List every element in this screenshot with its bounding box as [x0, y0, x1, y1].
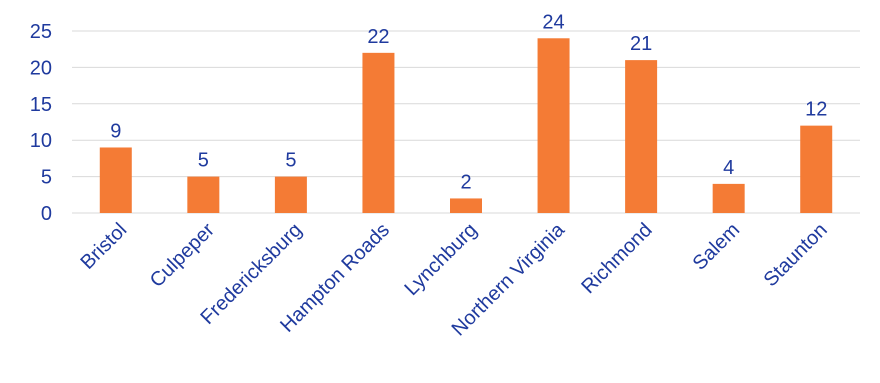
data-label-richmond: 21 [630, 33, 652, 55]
data-label-culpeper: 5 [198, 150, 209, 172]
y-tick-label-20: 20 [30, 57, 52, 79]
data-label-staunton: 12 [805, 99, 827, 121]
y-tick-label-25: 25 [30, 21, 52, 43]
y-tick-label-10: 10 [30, 130, 52, 152]
x-tick-label-richmond: Richmond [577, 219, 656, 298]
bar-richmond [625, 60, 658, 214]
x-tick-label-salem: Salem [689, 219, 745, 275]
x-tick-label-lynchburg: Lynchburg [400, 219, 481, 300]
y-tick-label-15: 15 [30, 94, 52, 116]
bar-hampton-roads [362, 52, 395, 214]
bar-staunton [800, 125, 833, 213]
bar-northern-virginia [537, 38, 570, 213]
y-tick-label-5: 5 [41, 167, 52, 189]
data-label-salem: 4 [723, 157, 734, 179]
bar-lynchburg [450, 198, 482, 213]
x-tick-label-culpeper: Culpeper [146, 219, 219, 292]
data-label-lynchburg: 2 [460, 171, 471, 193]
x-tick-label-staunton: Staunton [760, 219, 832, 291]
data-label-northern-virginia: 24 [542, 11, 564, 33]
bar-culpeper [187, 176, 220, 213]
bar-salem [712, 183, 745, 213]
data-label-hampton-roads: 22 [367, 26, 389, 48]
data-label-bristol: 9 [110, 120, 121, 142]
y-axis-tick-labels: 0 5 10 15 20 25 [30, 21, 52, 225]
bar-bristol [99, 147, 132, 213]
bars [99, 38, 833, 214]
y-tick-label-0: 0 [41, 203, 52, 225]
data-label-fredericksburg: 5 [285, 150, 296, 172]
bar-fredericksburg [274, 176, 307, 213]
x-tick-label-bristol: Bristol [76, 219, 131, 274]
